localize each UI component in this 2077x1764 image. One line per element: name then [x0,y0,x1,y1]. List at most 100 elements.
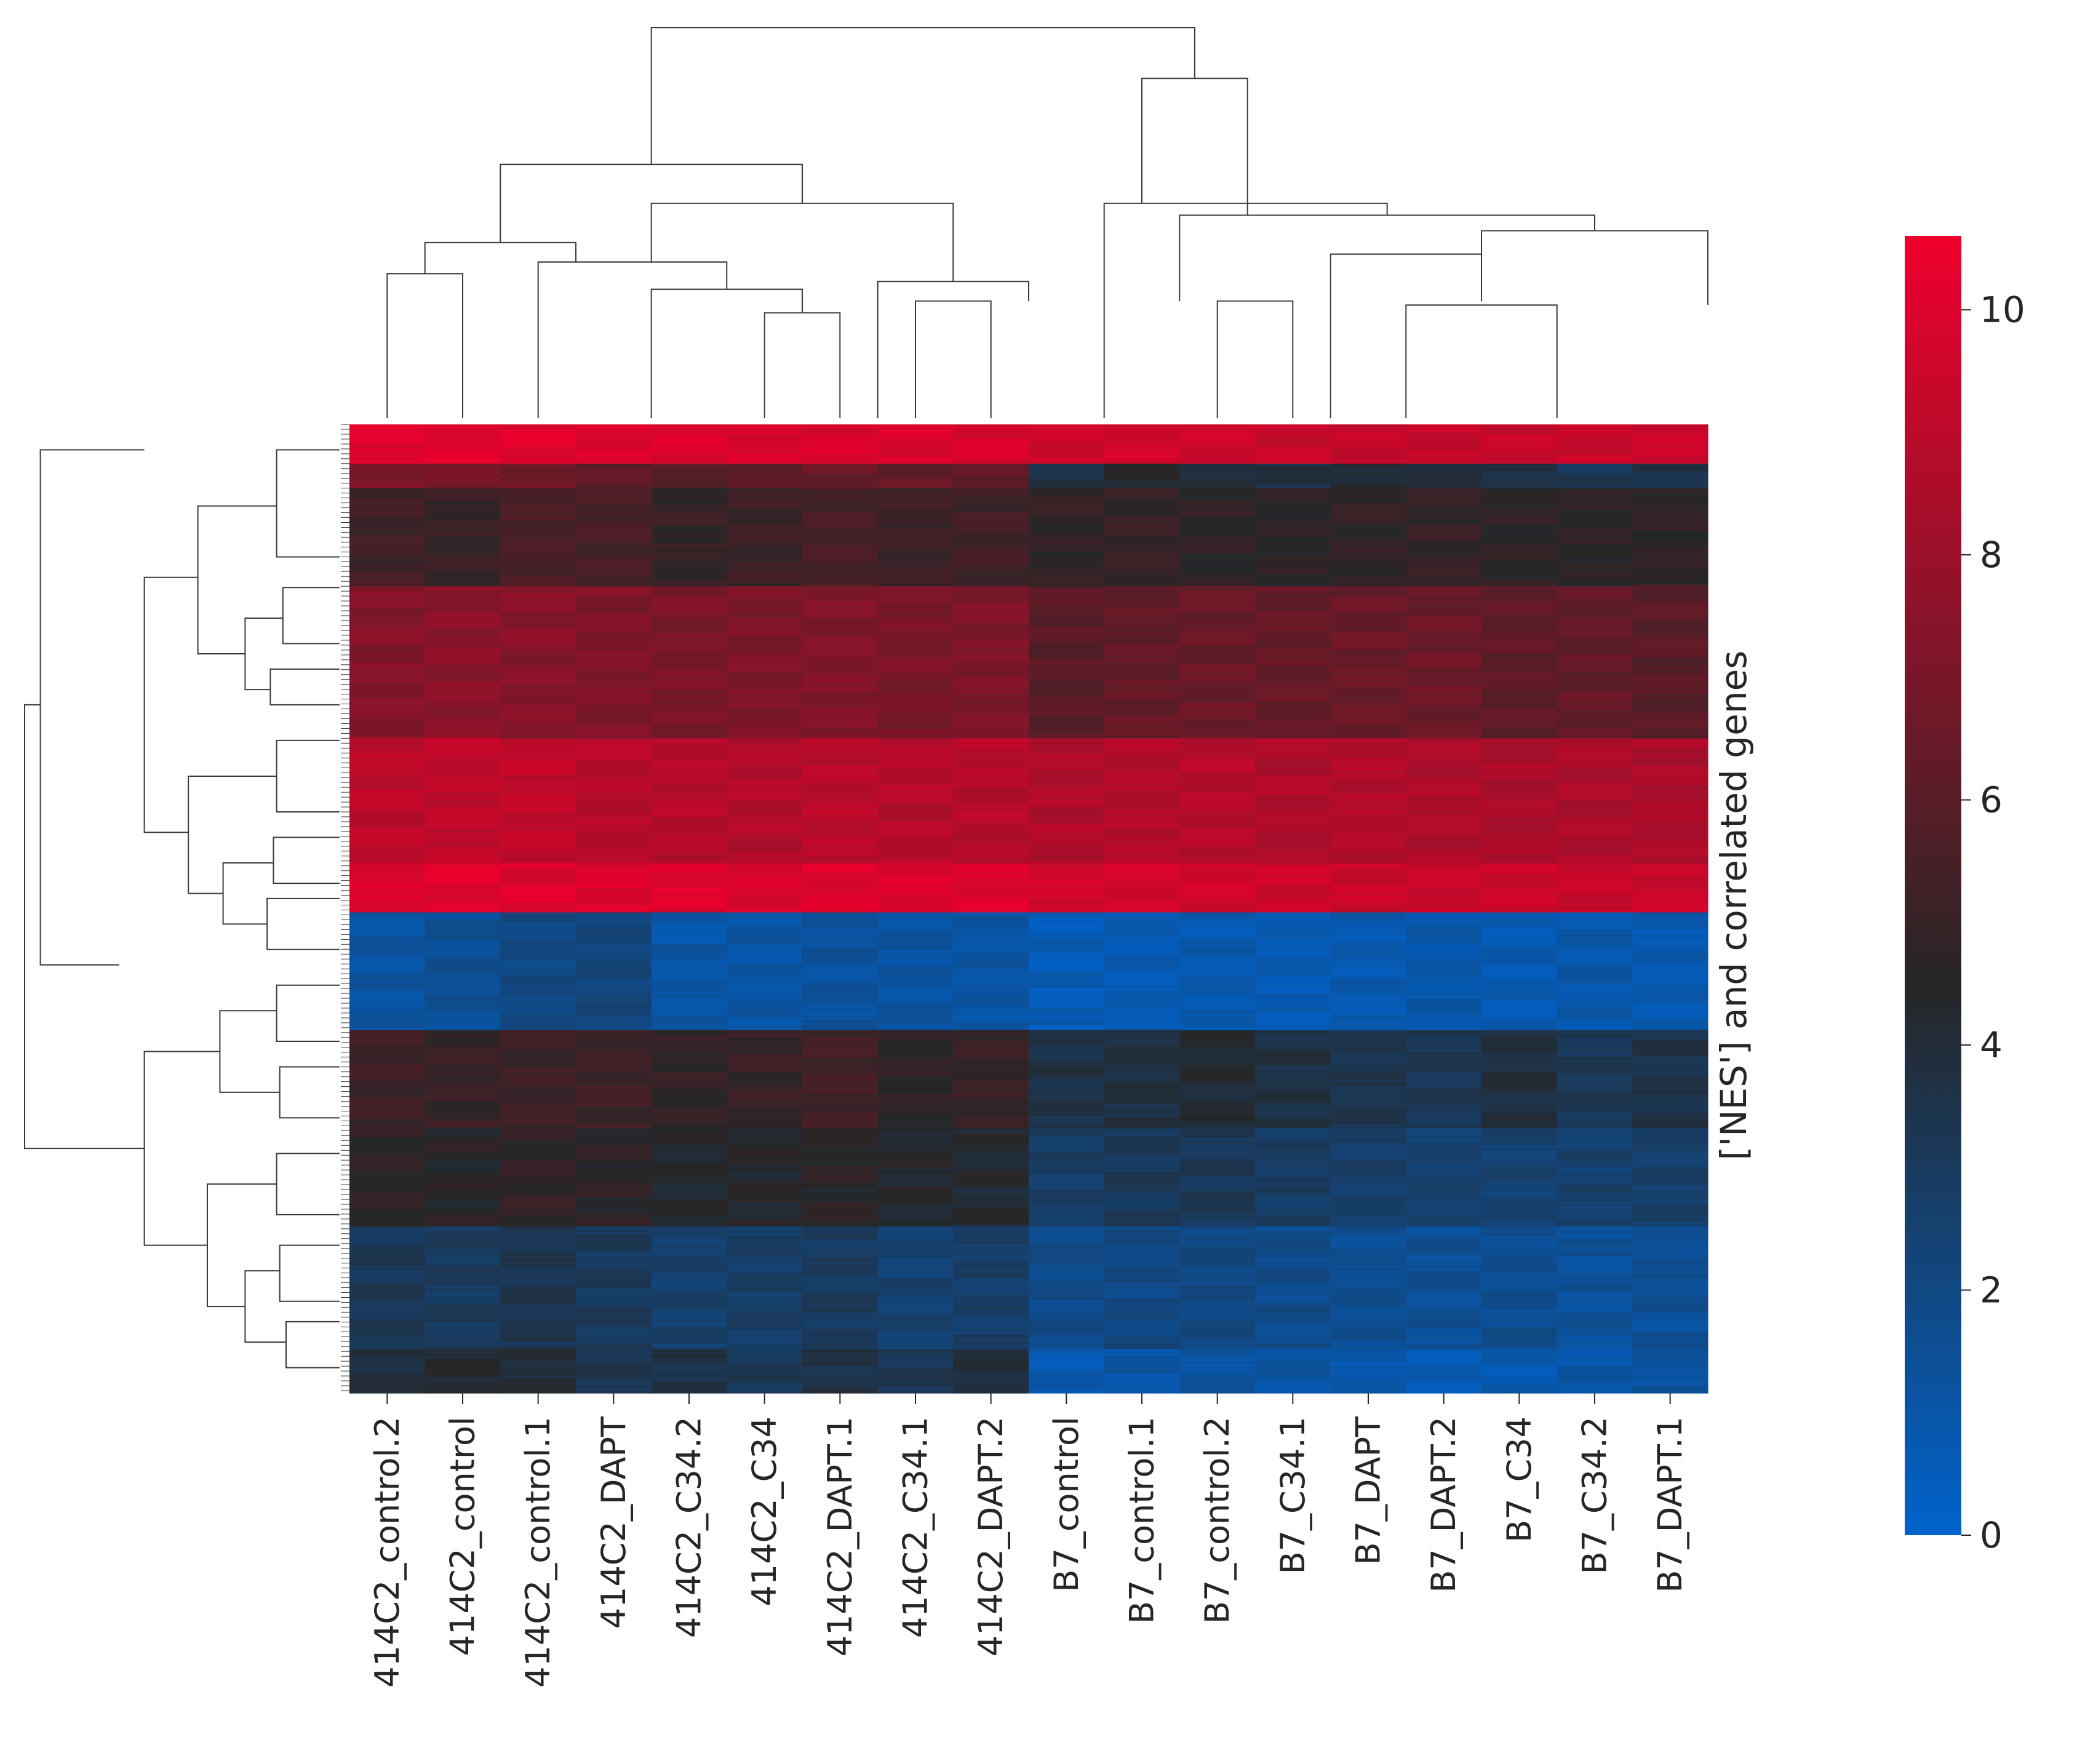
heatmap-cell [1179,517,1256,521]
heatmap-cell [1255,495,1331,499]
heatmap-cell [727,709,803,712]
heatmap-cell [727,907,803,911]
heatmap-cell [651,1059,727,1063]
heatmap-cell [1330,480,1406,484]
heatmap-cell [877,841,954,844]
heatmap-cell [953,750,1029,753]
heatmap-cell [1104,721,1180,725]
heatmap-cell [727,478,803,482]
heatmap-cell [1330,696,1406,700]
heatmap-cell [727,868,803,872]
heatmap-cell [1330,773,1406,776]
heatmap-cell [1557,1067,1633,1070]
heatmap-cell [1029,907,1105,911]
column-dendrogram-link [1216,300,1294,418]
heatmap-cell [500,836,576,840]
heatmap-cell [727,530,803,533]
heatmap-cell [953,971,1029,974]
heatmap-cell [349,797,426,800]
heatmap-cell [1104,782,1180,785]
heatmap-cell [1330,892,1406,896]
heatmap-cell [1104,745,1180,749]
heatmap-cell [349,900,426,904]
heatmap-cell [1406,905,1482,908]
heatmap-cell [1481,1067,1558,1070]
heatmap-cell [1330,564,1406,567]
heatmap-cell [953,510,1029,514]
heatmap-cell [727,512,803,516]
heatmap-cell [500,961,576,964]
heatmap-cell [727,689,803,693]
heatmap-cell [1029,522,1105,526]
heatmap-cell [576,635,652,638]
heatmap-cell [1179,750,1256,753]
heatmap-cell [1557,522,1633,526]
heatmap-cell [953,584,1029,587]
heatmap-cell [425,892,501,896]
heatmap-cell [576,463,652,467]
heatmap-cell [1104,905,1180,908]
heatmap-cell [1255,483,1331,487]
heatmap-cell [1557,875,1633,879]
heatmap-cell [1330,463,1406,467]
heatmap-cell [1557,534,1633,538]
heatmap-cell [425,446,501,450]
heatmap-cell [1557,562,1633,565]
heatmap-cell [349,971,426,974]
heatmap-cell [500,833,576,837]
heatmap-cell [349,686,426,690]
heatmap-cell [1179,473,1256,477]
heatmap-cell [953,694,1029,697]
heatmap-cell [1481,562,1558,565]
heatmap-cell [1330,498,1406,501]
heatmap-cell [1029,667,1105,670]
heatmap-cell [877,883,954,886]
heatmap-cell [1406,689,1482,693]
heatmap-cell [1481,792,1558,795]
heatmap-cell [1029,895,1105,899]
heatmap-cell [1632,488,1708,491]
heatmap-cell [727,952,803,955]
heatmap-cell [349,463,426,467]
heatmap-cell [500,821,576,825]
heatmap-cell [425,616,501,619]
heatmap-cell [349,782,426,785]
heatmap-cell [1179,566,1256,570]
heatmap-cell [877,1015,954,1019]
heatmap-cell [1557,765,1633,768]
heatmap-cell [953,753,1029,756]
heatmap-cell [576,1042,652,1046]
heatmap-cell [1406,954,1482,957]
heatmap-cell [953,527,1029,531]
heatmap-cell [802,495,879,499]
heatmap-cell [576,853,652,857]
heatmap-cell [953,569,1029,572]
heatmap-cell [500,1010,576,1014]
heatmap-cell [651,534,727,538]
heatmap-cell [802,956,879,959]
heatmap-cell [727,473,803,477]
heatmap-cell [1330,814,1406,817]
heatmap-cell [1029,566,1105,570]
heatmap-cell [1179,669,1256,673]
heatmap-cell [1481,706,1558,710]
heatmap-cell [1104,979,1180,982]
heatmap-cell [1632,765,1708,768]
heatmap-cell [576,959,652,962]
heatmap-cell [1330,831,1406,835]
heatmap-cell [576,439,652,442]
heatmap-cell [1029,944,1105,947]
heatmap-cell [802,736,879,739]
heatmap-cell [1179,478,1256,482]
heatmap-cell [349,758,426,761]
heatmap-cell [500,912,576,916]
heatmap-cell [500,991,576,994]
heatmap-cell [425,986,501,989]
heatmap-cell [1179,429,1256,432]
heatmap-cell [1406,694,1482,697]
heatmap-cell [1255,520,1331,523]
heatmap-cell [349,897,426,901]
heatmap-cell [727,1027,803,1031]
heatmap-cell [651,745,727,749]
heatmap-cell [1255,552,1331,555]
